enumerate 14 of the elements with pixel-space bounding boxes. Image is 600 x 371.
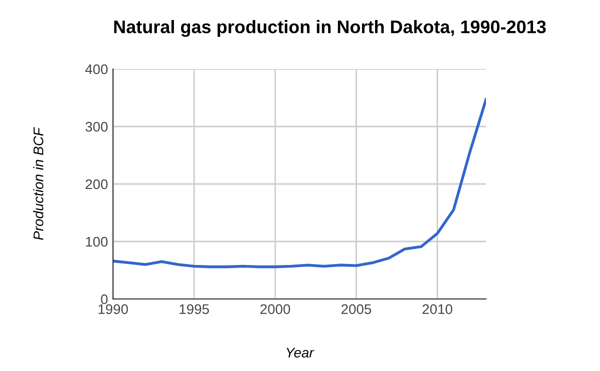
y-tick-label: 0 <box>100 294 108 304</box>
chart-title: Natural gas production in North Dakota, 1990-2013 <box>114 20 546 37</box>
x-tick-label: 2010 <box>422 304 452 314</box>
x-tick-label: 1995 <box>180 304 209 314</box>
y-tick-label: 300 <box>86 122 108 132</box>
x-tick-label: 1990 <box>98 304 128 314</box>
y-axis-title: Production in BCF <box>33 126 44 240</box>
x-tick-label: 2000 <box>260 304 290 314</box>
x-tick-label: 2005 <box>342 304 372 314</box>
y-tick-label: 200 <box>86 179 108 190</box>
line-series <box>113 98 486 268</box>
y-tick-label: 100 <box>86 236 108 247</box>
y-tick-label: 400 <box>85 64 108 74</box>
x-axis-title: Year <box>286 348 314 358</box>
